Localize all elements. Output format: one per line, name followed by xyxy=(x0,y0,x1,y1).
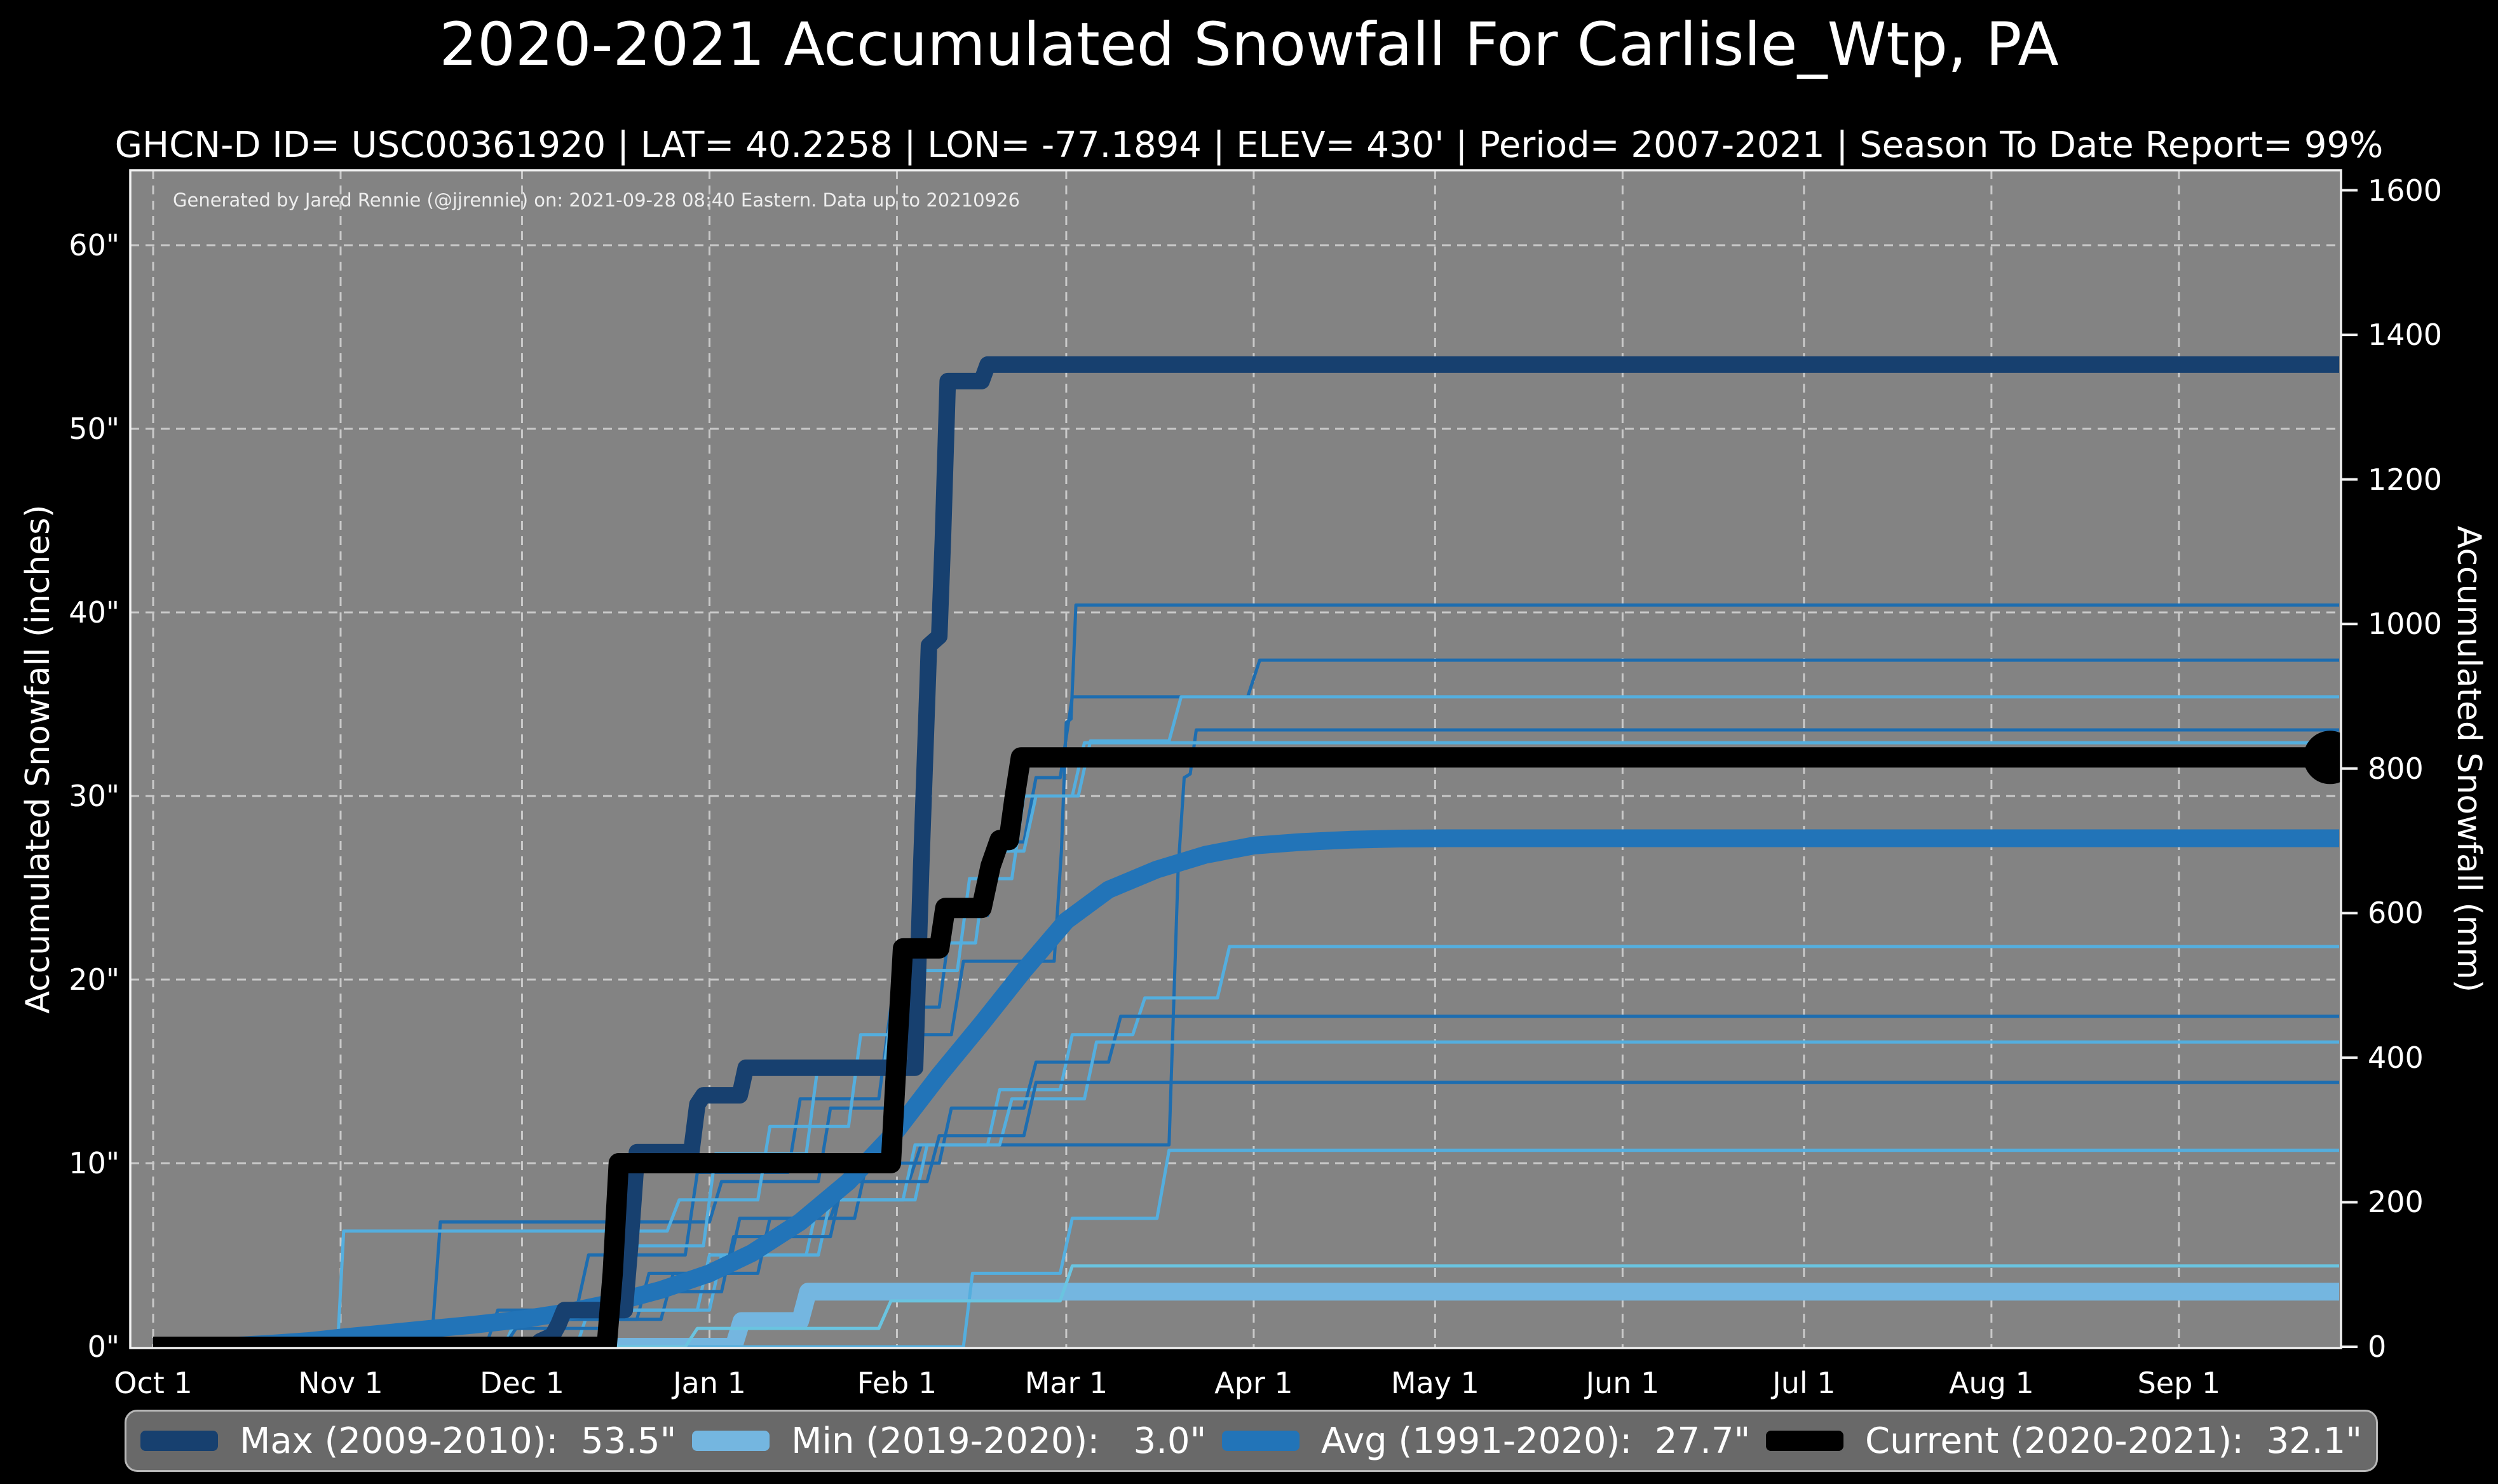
y-left-tick-0: 0" xyxy=(87,1330,119,1364)
y-left-tick-60: 60" xyxy=(69,228,119,262)
data-lines xyxy=(153,356,2341,1348)
x-tick-jan-1: Jan 1 xyxy=(673,1366,746,1400)
y-right-tick-1200: 1200 xyxy=(2368,462,2443,497)
y-right-tick-800: 800 xyxy=(2368,751,2424,786)
legend-item-min: Min (2019-2020): 3.0" xyxy=(692,1420,1206,1462)
y-axis-left-label: Accumulated Snowfall (inches) xyxy=(19,504,57,1014)
legend-label-avg: Avg (1991-2020): 27.7" xyxy=(1320,1420,1751,1462)
legend-item-current: Current (2020-2021): 32.1" xyxy=(1766,1420,2362,1462)
legend-swatch-current xyxy=(1766,1431,1843,1451)
x-tick-jul-1: Jul 1 xyxy=(1772,1366,1836,1400)
legend-label-max: Max (2009-2010): 53.5" xyxy=(240,1420,677,1462)
y-left-tick-40: 40" xyxy=(69,595,119,630)
y-left-tick-20: 20" xyxy=(69,962,119,997)
y-right-tick-200: 200 xyxy=(2368,1185,2424,1220)
x-tick-sep-1: Sep 1 xyxy=(2137,1366,2221,1400)
legend-item-max: Max (2009-2010): 53.5" xyxy=(140,1420,676,1462)
legend-swatch-max xyxy=(140,1431,218,1451)
line-current-2020-2021 xyxy=(153,747,2330,1348)
line-season-11 xyxy=(153,1264,2339,1348)
y-left-tick-10: 10" xyxy=(69,1146,119,1180)
right-axis-tickmarks xyxy=(2341,189,2358,1348)
legend: Max (2009-2010): 53.5" Min (2019-2020): 3… xyxy=(125,1410,2378,1472)
x-tick-feb-1: Feb 1 xyxy=(857,1366,937,1400)
x-tick-mar-1: Mar 1 xyxy=(1024,1366,1108,1400)
page-title: 2020-2021 Accumulated Snowfall For Carli… xyxy=(439,10,2059,79)
legend-label-min: Min (2019-2020): 3.0" xyxy=(791,1420,1207,1462)
x-tick-aug-1: Aug 1 xyxy=(1949,1366,2034,1400)
legend-swatch-avg xyxy=(1221,1431,1300,1451)
x-tick-may-1: May 1 xyxy=(1390,1366,1479,1400)
current-endpoint-dot xyxy=(2303,731,2341,785)
legend-item-avg: Avg (1991-2020): 27.7" xyxy=(1221,1420,1751,1462)
x-tick-oct-1: Oct 1 xyxy=(114,1366,193,1400)
legend-label-current: Current (2020-2021): 32.1" xyxy=(1865,1420,2362,1462)
y-right-tick-0: 0 xyxy=(2368,1330,2387,1364)
y-right-tick-1600: 1600 xyxy=(2368,173,2443,208)
line-max-2009-2010 xyxy=(153,356,2339,1348)
plot-spines xyxy=(129,169,2342,1349)
x-tick-jun-1: Jun 1 xyxy=(1585,1366,1660,1400)
y-right-tick-1400: 1400 xyxy=(2368,318,2443,353)
y-left-tick-50: 50" xyxy=(69,412,119,446)
y-right-tick-400: 400 xyxy=(2368,1040,2424,1075)
x-tick-dec-1: Dec 1 xyxy=(480,1366,564,1400)
station-metadata-subtitle: GHCN-D ID= USC00361920 | LAT= 40.2258 | … xyxy=(114,125,2384,166)
line-season-10 xyxy=(153,1149,2339,1348)
attribution-text: Generated by Jared Rennie (@jjrennie) on… xyxy=(173,189,1020,211)
y-axis-right-label: Accumulated Snowfall (mm) xyxy=(2450,525,2488,993)
y-right-tick-1000: 1000 xyxy=(2368,607,2443,642)
y-right-tick-600: 600 xyxy=(2368,896,2424,931)
legend-swatch-min xyxy=(692,1431,770,1451)
y-left-tick-30: 30" xyxy=(69,779,119,813)
x-tick-nov-1: Nov 1 xyxy=(298,1366,383,1400)
x-tick-apr-1: Apr 1 xyxy=(1214,1366,1293,1400)
